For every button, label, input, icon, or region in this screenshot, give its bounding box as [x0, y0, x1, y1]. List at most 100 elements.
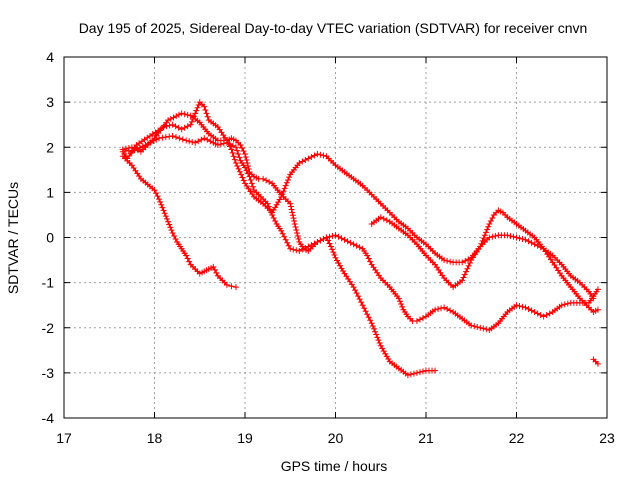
point-track-f-2	[594, 360, 601, 367]
point-track-c-23	[175, 111, 182, 118]
point-track-d-175	[486, 234, 493, 241]
point-track-c-108	[347, 239, 354, 246]
point-track-e-46	[465, 262, 472, 269]
point-track-d-24	[178, 126, 185, 133]
point-track-b-21	[183, 137, 190, 144]
point-track-b-28	[204, 136, 211, 143]
point-track-b-88	[326, 240, 333, 247]
point-track-c-133	[396, 298, 403, 305]
point-track-d-164	[462, 257, 469, 264]
point-track-a-61	[232, 284, 239, 291]
point-track-d-25	[181, 124, 188, 131]
point-track-d-89	[284, 176, 291, 183]
point-track-d-190	[531, 241, 538, 248]
point-track-d-59	[235, 165, 242, 172]
point-track-c-154	[447, 307, 454, 314]
point-track-b-27	[201, 135, 208, 142]
point-track-b-70	[281, 233, 288, 240]
point-track-a-40	[184, 255, 191, 262]
point-track-d-96	[296, 160, 303, 167]
point-track-b-17	[169, 132, 176, 139]
point-track-c-25	[181, 111, 188, 118]
point-track-b-122	[375, 337, 382, 344]
point-track-b-69	[279, 230, 286, 237]
point-track-d-186	[519, 236, 526, 243]
point-track-c-56	[245, 163, 252, 170]
point-track-c-105	[338, 235, 345, 242]
point-track-b-90	[329, 246, 336, 253]
point-track-b-106	[353, 290, 360, 297]
point-track-d-158	[444, 257, 451, 264]
point-track-b-139	[407, 371, 414, 378]
point-track-c-63	[260, 175, 267, 182]
point-track-e-4	[377, 214, 384, 221]
y-tick-label-2: 2	[46, 139, 54, 155]
point-track-d-30	[191, 113, 198, 120]
point-track-d-21	[169, 121, 176, 128]
point-track-c-57	[245, 166, 252, 173]
point-track-c-5	[134, 147, 141, 154]
point-track-d-90	[286, 174, 293, 181]
point-track-b-128	[383, 353, 390, 360]
point-track-b-95	[335, 260, 342, 267]
point-track-d-157	[441, 257, 448, 264]
point-track-c-167	[480, 325, 487, 332]
point-track-d-58	[234, 162, 241, 169]
point-track-b-22	[186, 138, 193, 145]
point-track-c-97	[314, 239, 321, 246]
point-track-d-40	[204, 113, 211, 120]
point-track-d-185	[516, 235, 523, 242]
point-track-b-75	[290, 246, 297, 253]
point-track-d-104	[320, 152, 327, 159]
point-track-c-200	[564, 300, 571, 307]
x-tick-label-2: 19	[237, 430, 253, 446]
point-track-b-147	[432, 367, 439, 374]
point-track-b-104	[350, 284, 357, 291]
point-track-c-191	[540, 313, 547, 320]
point-track-d-101	[311, 152, 318, 159]
point-track-c-80	[290, 215, 297, 222]
point-track-b-108	[356, 296, 363, 303]
point-track-b-40	[235, 151, 242, 158]
point-track-b-81	[308, 242, 315, 249]
point-track-b-96	[337, 262, 344, 269]
y-tick-label-3: 1	[46, 184, 54, 200]
point-track-b-112	[362, 308, 369, 315]
point-track-c-192	[543, 311, 550, 318]
point-track-c-107	[344, 238, 351, 245]
point-track-b-37	[229, 142, 236, 149]
point-track-d-18	[160, 123, 167, 130]
point-track-b-87	[324, 237, 331, 244]
point-track-d-182	[507, 232, 514, 239]
point-track-c-21	[170, 114, 177, 121]
point-track-b-72	[284, 239, 291, 246]
point-track-c-86	[294, 232, 301, 239]
point-track-b-92	[331, 251, 338, 258]
point-track-c-49	[237, 141, 244, 148]
point-track-b-109	[358, 299, 365, 306]
point-track-c-77	[288, 206, 295, 213]
point-track-c-163	[468, 322, 475, 329]
point-track-c-103	[332, 232, 339, 239]
point-track-c-190	[537, 311, 544, 318]
point-track-d-55	[230, 153, 237, 160]
point-track-b-111	[361, 305, 368, 312]
point-track-c-51	[240, 148, 247, 155]
point-track-b-107	[355, 293, 362, 300]
point-track-b-110	[359, 302, 366, 309]
x-tick-label-3: 20	[328, 430, 344, 446]
point-track-c-117	[367, 258, 374, 265]
point-track-c-104	[335, 233, 342, 240]
series-track-d	[119, 99, 597, 302]
point-track-a-25	[163, 215, 170, 222]
point-track-b-129	[385, 355, 392, 362]
point-track-b-91	[330, 249, 337, 256]
y-tick-label-4: 0	[46, 230, 54, 246]
point-track-d-82	[276, 196, 283, 203]
point-track-b-120	[373, 331, 380, 338]
point-track-c-184	[519, 303, 526, 310]
point-track-c-75	[287, 200, 294, 207]
